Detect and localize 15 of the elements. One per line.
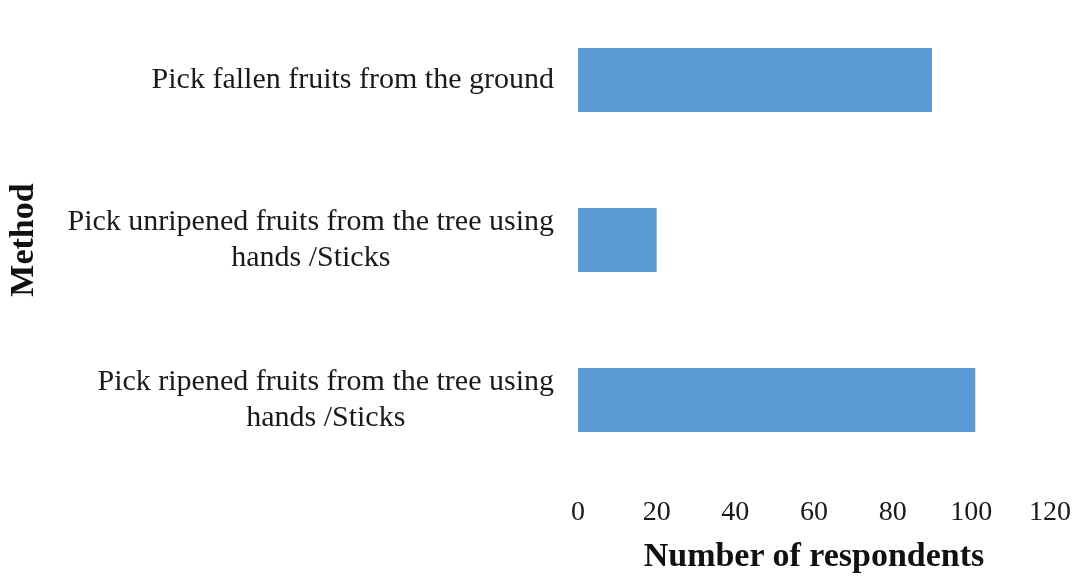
x-tick-label: 120 <box>1029 495 1071 527</box>
bar <box>578 368 976 432</box>
x-tick-label: 0 <box>571 495 585 527</box>
bar <box>578 208 657 272</box>
x-tick-label: 100 <box>950 495 993 527</box>
x-tick-label: 60 <box>800 495 828 527</box>
y-tick-label: Pick unripened fruits from the tree using hands /Sticks <box>67 202 555 272</box>
y-tick-label: Pick ripened fruits from the tree using hands /Sticks <box>97 362 555 432</box>
x-tick-label: 40 <box>721 495 750 527</box>
bar <box>578 48 932 112</box>
x-tick-label: 80 <box>878 495 907 527</box>
y-tick-label: Pick fallen fruits from the ground <box>151 60 555 94</box>
x-axis-title: Number of respondents <box>643 536 985 574</box>
y-axis-title: Method <box>3 183 41 297</box>
x-tick-label: 20 <box>642 495 671 527</box>
